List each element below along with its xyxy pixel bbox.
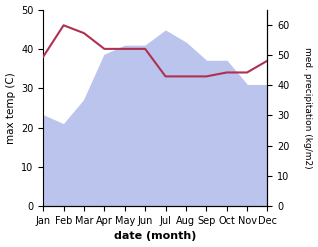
Y-axis label: med. precipitation (kg/m2): med. precipitation (kg/m2) bbox=[303, 47, 313, 169]
Y-axis label: max temp (C): max temp (C) bbox=[5, 72, 16, 144]
X-axis label: date (month): date (month) bbox=[114, 231, 197, 242]
